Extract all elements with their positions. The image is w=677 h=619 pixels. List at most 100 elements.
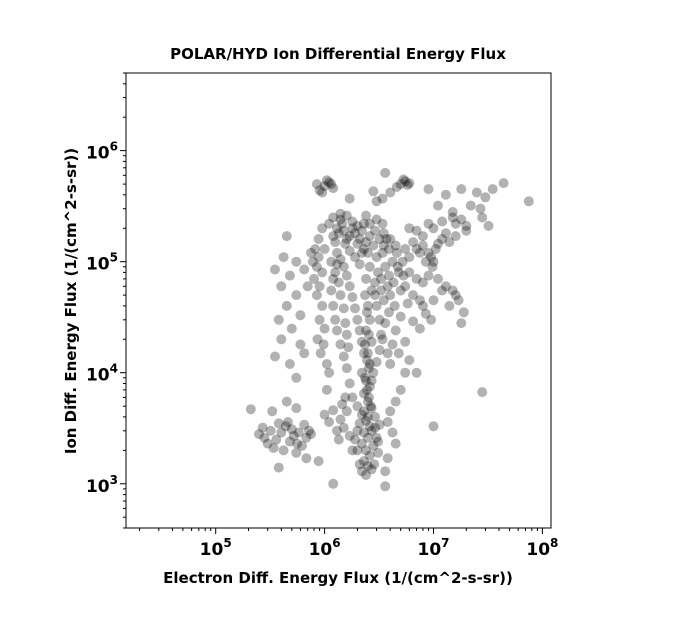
data-point [259, 432, 270, 443]
data-point [404, 223, 415, 234]
data-point [328, 212, 339, 223]
data-point [362, 384, 372, 395]
data-point [450, 218, 461, 229]
data-point [338, 303, 349, 314]
data-point [344, 245, 355, 256]
data-point [328, 273, 339, 284]
data-point [332, 425, 342, 436]
data-point [340, 318, 351, 329]
data-point [374, 314, 385, 325]
data-point [371, 252, 382, 263]
data-point [356, 336, 367, 347]
data-point [404, 267, 415, 278]
data-point [362, 396, 373, 407]
data-point [433, 200, 443, 211]
data-point [447, 212, 458, 223]
data-point [278, 252, 289, 263]
data-point [270, 351, 280, 362]
data-point [456, 184, 467, 195]
data-point [390, 396, 401, 407]
data-point [270, 264, 280, 275]
data-point [371, 357, 382, 367]
data-point [376, 329, 387, 340]
data-point [361, 325, 371, 336]
data-point [411, 225, 422, 236]
data-point [337, 218, 348, 229]
data-point [370, 422, 380, 433]
data-point [361, 273, 371, 284]
data-point [382, 453, 393, 464]
data-point [369, 459, 380, 470]
data-point [314, 281, 325, 292]
data-point [417, 300, 428, 311]
data-point [461, 220, 472, 231]
data-point [337, 399, 348, 410]
data-point [385, 359, 396, 369]
data-point [309, 273, 319, 284]
data-point [344, 430, 355, 441]
data-point [347, 445, 358, 456]
data-point [268, 443, 279, 453]
data-point [390, 325, 401, 336]
data-point [374, 345, 385, 356]
data-point [317, 223, 328, 234]
data-point [341, 329, 352, 340]
data-point [387, 339, 398, 350]
data-point [312, 334, 323, 345]
data-point [461, 225, 472, 236]
data-point [376, 285, 387, 296]
data-point [340, 392, 351, 403]
data-point [333, 277, 344, 288]
data-point [276, 281, 287, 292]
data-point [420, 256, 431, 267]
x-tick-label: 106 [309, 536, 341, 560]
data-point [359, 388, 369, 399]
data-point [343, 342, 354, 353]
data-point [356, 247, 367, 258]
data-point [364, 421, 375, 432]
data-point [284, 270, 295, 281]
data-point [411, 244, 422, 254]
data-point [359, 406, 369, 417]
data-point [344, 231, 355, 242]
data-point [265, 425, 276, 436]
data-point [299, 348, 310, 359]
data-point [276, 334, 287, 345]
data-point [408, 316, 419, 327]
data-point [402, 298, 413, 309]
data-point [362, 247, 373, 258]
data-point [368, 240, 379, 251]
data-point [262, 438, 273, 449]
data-point [291, 290, 302, 301]
data-point [361, 470, 371, 480]
data-point [341, 363, 352, 374]
data-point [356, 466, 367, 477]
data-point [319, 323, 330, 334]
data-point [313, 252, 324, 263]
y-axis-ticks: 103 104 105 106 [86, 72, 126, 529]
data-point [326, 285, 337, 296]
data-point [364, 450, 375, 461]
data-point [404, 178, 415, 189]
data-point [332, 325, 342, 336]
data-point [324, 218, 335, 229]
data-point [295, 339, 306, 350]
data-point [273, 418, 284, 429]
data-point [317, 267, 328, 278]
data-point [414, 323, 425, 334]
data-point [356, 367, 367, 378]
data-point [366, 464, 377, 475]
data-point [245, 404, 256, 415]
data-point [453, 295, 464, 306]
data-point [321, 359, 332, 369]
data-point [395, 311, 406, 322]
data-point [361, 445, 371, 456]
data-point [338, 225, 349, 236]
data-point [377, 334, 388, 345]
data-point [284, 359, 295, 369]
data-point [440, 228, 451, 239]
data-point [450, 231, 461, 242]
data-point [487, 184, 498, 195]
data-point [373, 447, 384, 458]
data-point [328, 300, 339, 311]
